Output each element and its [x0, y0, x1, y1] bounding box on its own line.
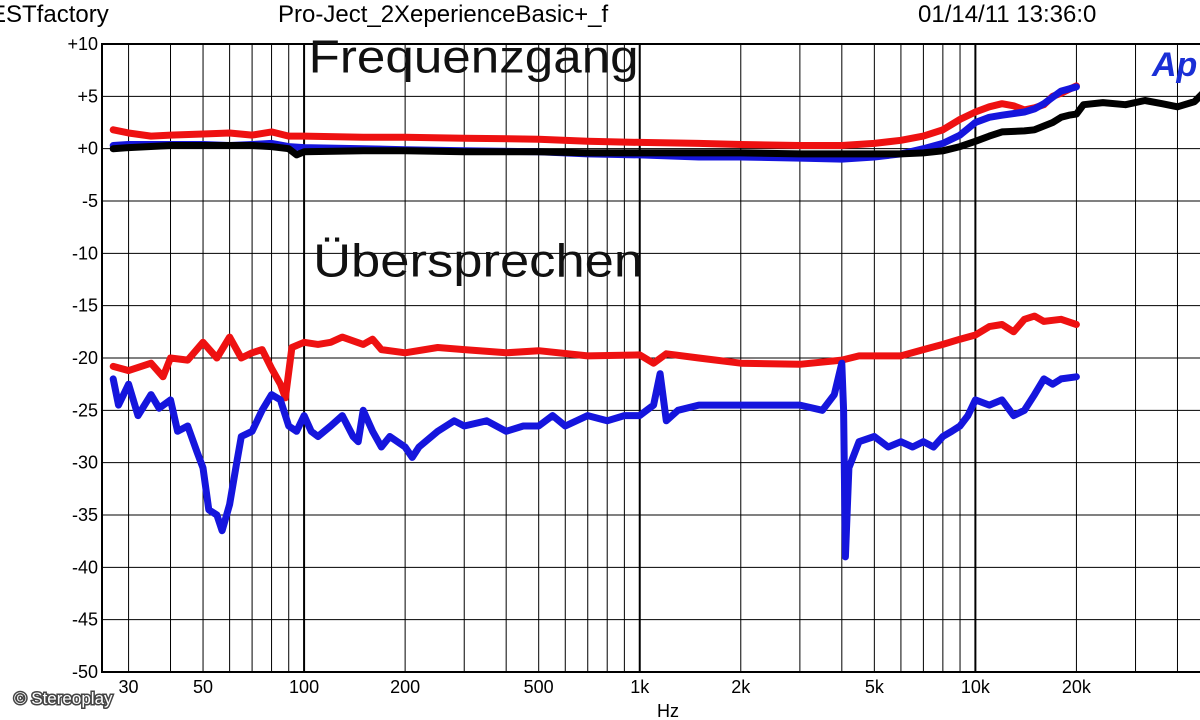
header-right: 01/14/11 13:36:0 — [918, 1, 1096, 28]
y-tick-label: -45 — [72, 610, 98, 630]
x-tick-label: 20k — [1062, 677, 1092, 697]
y-tick-label: -10 — [72, 243, 98, 263]
x-axis-label: Hz — [657, 701, 679, 720]
ap-logo: Ap — [1151, 46, 1197, 84]
y-tick-label: -30 — [72, 453, 98, 473]
x-tick-label: 2k — [731, 677, 751, 697]
chart-annotation: Übersprechen — [313, 234, 643, 286]
x-tick-label: 50 — [193, 677, 213, 697]
series-line-blue-4 — [109, 359, 1080, 561]
x-axis-tick-labels: 30501002005001k2k5k10k20k5 — [119, 677, 1092, 697]
x-tick-label: 100 — [289, 677, 319, 697]
series-line-black-2 — [109, 91, 1200, 159]
y-tick-label: +0 — [77, 139, 98, 159]
x-tick-label: 30 — [119, 677, 139, 697]
stereoplay-watermark: © Stereoplay — [14, 689, 113, 708]
y-tick-label: -40 — [72, 557, 98, 577]
y-tick-label: -35 — [72, 505, 98, 525]
y-tick-label: +10 — [67, 34, 98, 54]
series-line-red-0 — [109, 82, 1080, 149]
plot-frame — [101, 43, 1200, 673]
y-tick-label: -25 — [72, 400, 98, 420]
y-tick-label: -15 — [72, 296, 98, 316]
y-tick-label: -50 — [72, 662, 98, 682]
header-center: Pro-Ject_2XeperienceBasic+_f — [278, 1, 609, 28]
x-tick-label: 10k — [961, 677, 991, 697]
y-axis-tick-labels: +10 +5 +0 -5 -10 -15 -20 -25 -30 -35 -40 -45 -50 — [67, 34, 98, 682]
x-tick-label: 200 — [390, 677, 420, 697]
y-tick-label: -5 — [82, 191, 98, 211]
chart-annotations: Frequenzgang Übersprechen — [309, 30, 643, 286]
x-tick-label: 500 — [524, 677, 554, 697]
chart-annotation: Frequenzgang — [309, 30, 639, 82]
y-tick-label: +5 — [77, 86, 98, 106]
header-left: ESTfactory — [0, 1, 109, 28]
series-line-red-3 — [109, 312, 1080, 402]
x-tick-label: 1k — [630, 677, 650, 697]
y-tick-label: -20 — [72, 348, 98, 368]
data-series — [109, 82, 1200, 561]
x-tick-label: 5k — [865, 677, 885, 697]
